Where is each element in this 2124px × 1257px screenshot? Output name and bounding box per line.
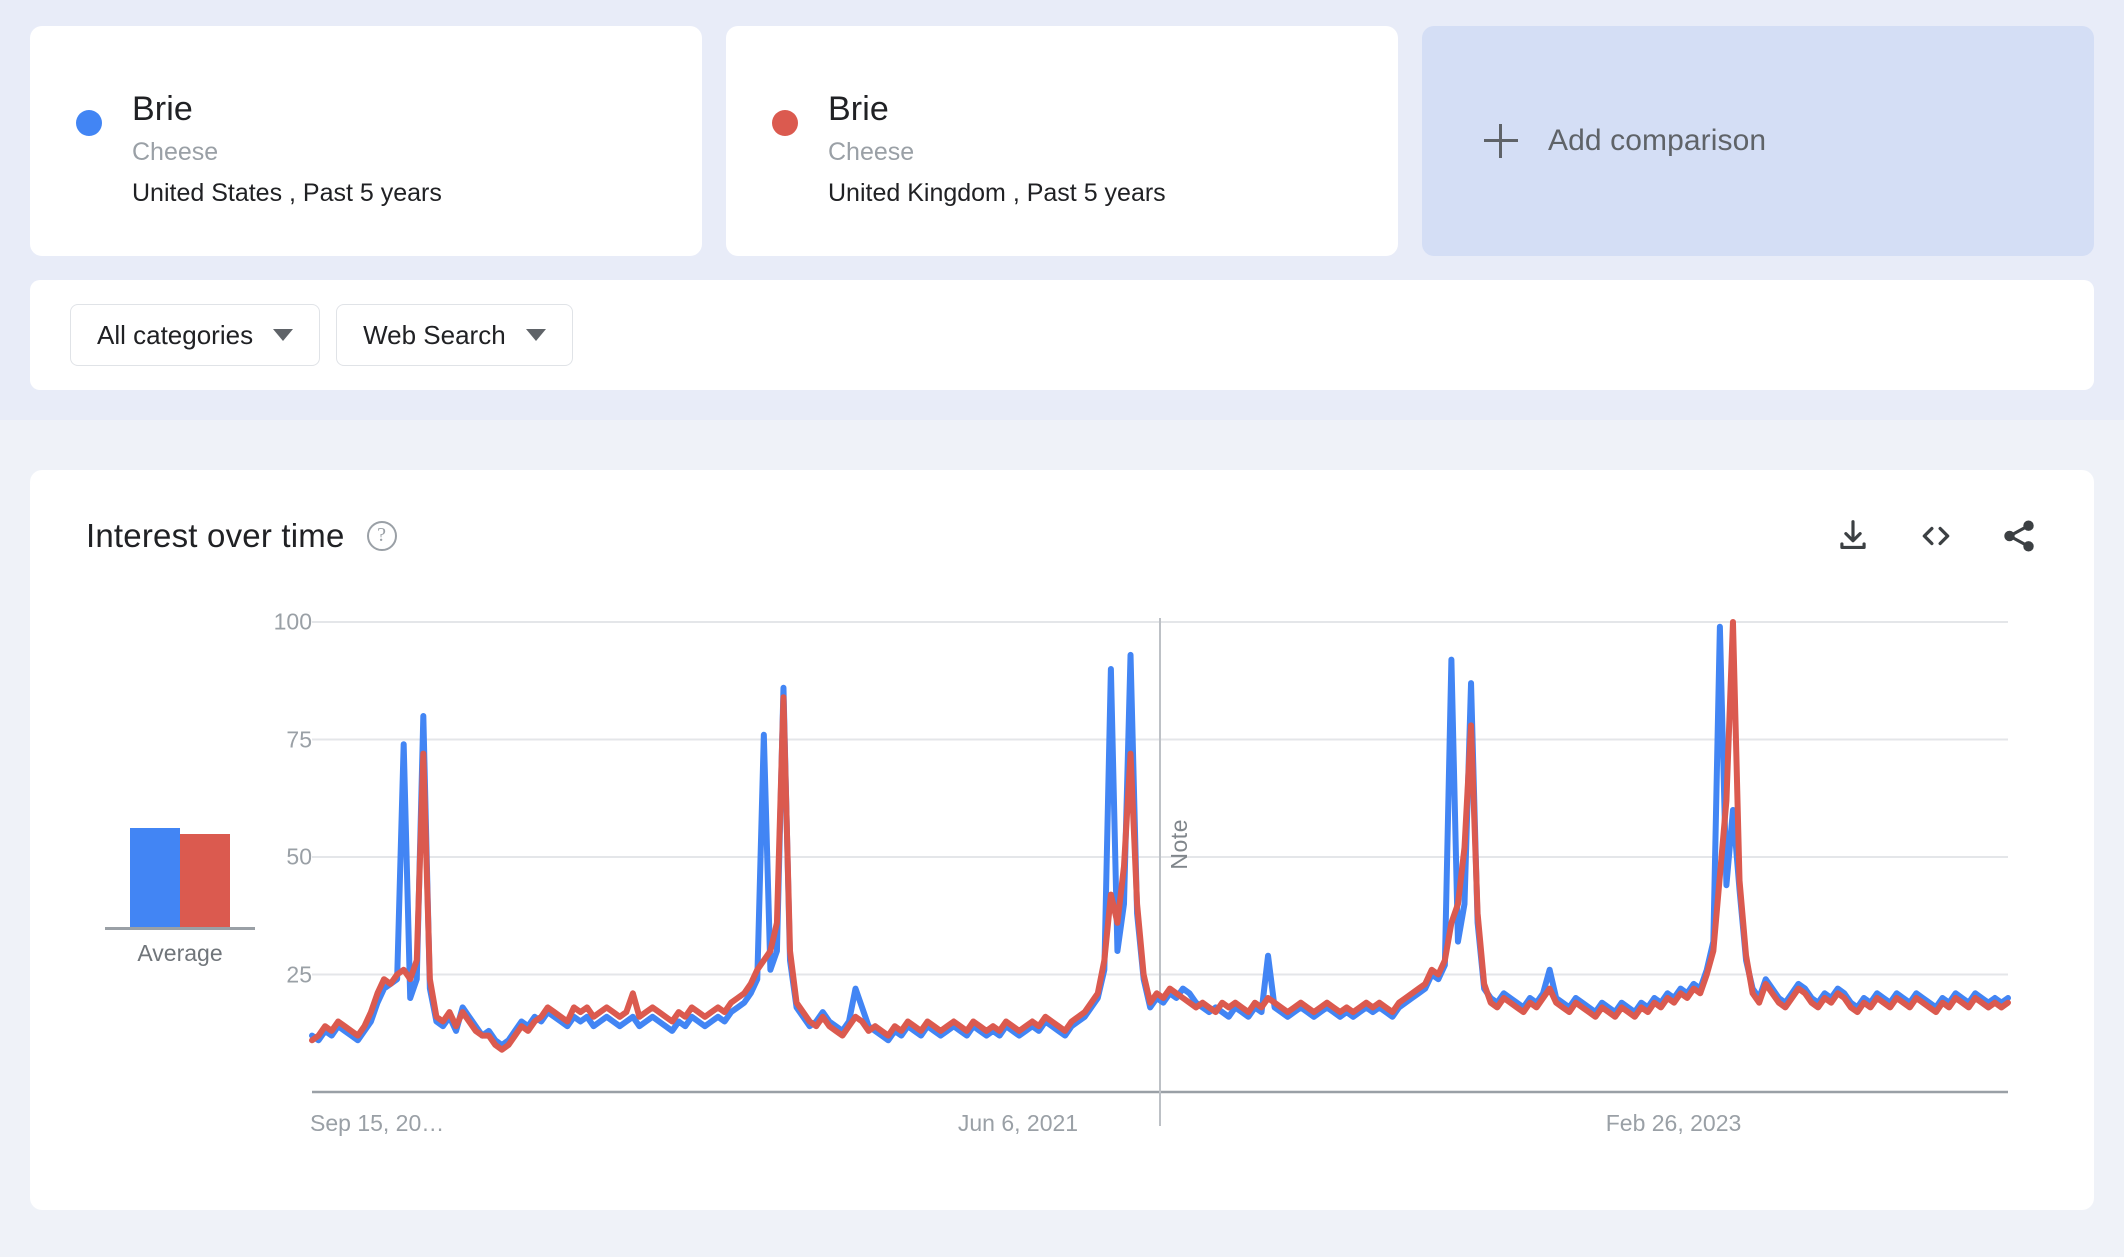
plot-area: Average 25 50 75 100 Note Sep 15, 20… Jun 6, … <box>30 608 2038 1170</box>
x-axis-tick-0: Sep 15, 20… <box>310 1110 445 1136</box>
note-annotation-label: Note <box>1166 819 1192 870</box>
average-bars <box>105 810 255 930</box>
embed-code-icon[interactable] <box>1916 516 1956 556</box>
x-axis-tick-2: Feb 26, 2023 <box>1605 1110 1742 1136</box>
filter-bar: All categories Web Search <box>30 280 2094 390</box>
chart-svg <box>309 618 2011 1126</box>
search-type-filter-label: Web Search <box>363 319 506 350</box>
term-category: Cheese <box>132 137 219 166</box>
average-bar-series-a <box>130 827 180 927</box>
average-label: Average <box>137 940 223 966</box>
y-axis-tick-50: 50 <box>286 843 312 870</box>
chevron-down-icon <box>273 329 294 341</box>
chart-header: Interest over time ? <box>86 516 2038 556</box>
page-title: Interest over time <box>86 517 345 554</box>
term-category: Cheese <box>828 137 915 166</box>
share-icon[interactable] <box>2000 517 2038 555</box>
y-axis-tick-25: 25 <box>286 961 312 987</box>
plus-icon <box>1484 124 1518 158</box>
series-b-dot <box>772 110 798 136</box>
chart-title-group: Interest over time ? <box>86 517 397 555</box>
term-card-1[interactable]: Brie Cheese United Kingdom , Past 5 year… <box>726 26 1398 256</box>
chevron-down-icon <box>525 329 546 341</box>
category-filter-label: All categories <box>97 319 254 350</box>
search-terms-band: Brie Cheese United States , Past 5 years… <box>0 0 2124 420</box>
add-comparison-label: Add comparison <box>1548 124 1767 157</box>
results-band: Interest over time ? <box>0 420 2124 1257</box>
search-type-filter-dropdown[interactable]: Web Search <box>336 304 573 366</box>
series-a-dot <box>76 110 102 136</box>
help-circle-icon[interactable]: ? <box>366 521 397 551</box>
y-axis-tick-100: 100 <box>273 608 312 635</box>
y-axis-labels: 25 50 75 100 <box>260 608 312 1040</box>
category-filter-dropdown[interactable]: All categories <box>70 304 321 366</box>
term-cards-row: Brie Cheese United States , Past 5 years… <box>0 0 2124 256</box>
x-axis-tick-1: Jun 6, 2021 <box>957 1110 1079 1136</box>
series-line <box>309 619 2011 1053</box>
trends-line-chart[interactable]: 25 50 75 100 Note Sep 15, 20… Jun 6, 2021 Feb … <box>260 608 2020 1170</box>
interest-over-time-card: Interest over time ? <box>30 470 2094 1210</box>
download-icon[interactable] <box>1834 517 1872 555</box>
term-card-0[interactable]: Brie Cheese United States , Past 5 years <box>30 26 702 256</box>
term-title: Brie <box>132 90 193 128</box>
y-axis-tick-75: 75 <box>286 726 312 752</box>
average-bar-series-b <box>180 834 230 927</box>
term-meta: United Kingdom , Past 5 years <box>828 179 1166 207</box>
add-comparison-button[interactable]: Add comparison <box>1422 26 2094 256</box>
term-title: Brie <box>828 90 889 128</box>
chart-actions <box>1834 516 2038 556</box>
average-legend-chart: Average <box>80 810 280 967</box>
term-meta: United States , Past 5 years <box>132 179 442 207</box>
